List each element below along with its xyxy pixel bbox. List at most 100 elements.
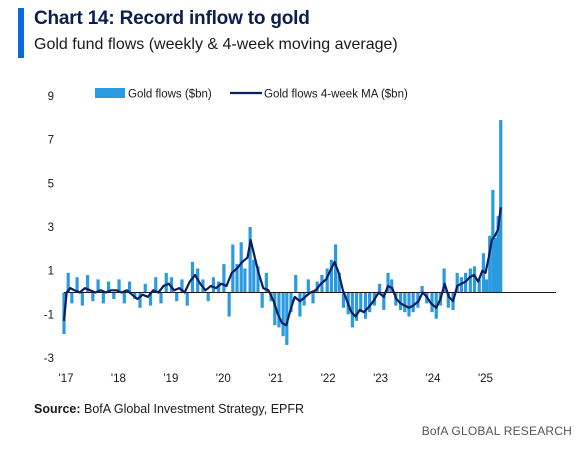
bar-58 [337, 272, 341, 293]
bar-31 [222, 264, 226, 293]
y-tick-label-1: -1 [44, 309, 54, 321]
chart-title: Chart 14: Record inflow to gold [34, 8, 310, 29]
bar-49 [298, 292, 302, 317]
chart-subtitle: Gold fund flows (weekly & 4-week moving … [34, 36, 398, 53]
bars-layer [62, 120, 503, 345]
title-accent-bar [18, 8, 24, 58]
bar-28 [206, 292, 210, 302]
x-tick-label-3: '20 [216, 373, 231, 385]
bar-44 [277, 292, 281, 328]
bar-15 [138, 292, 142, 308]
bar-67 [378, 283, 382, 293]
bar-63 [359, 292, 363, 313]
bar-45 [281, 292, 285, 337]
bar-33 [231, 244, 235, 293]
bar-56 [329, 259, 333, 293]
series-line-ma [62, 207, 502, 327]
y-tick-label-2: 1 [48, 266, 54, 278]
y-tick-label-6: 9 [48, 91, 54, 103]
bar-69 [386, 272, 390, 293]
source-text: BofA Global Investment Strategy, EPFR [80, 402, 305, 416]
x-tick-label-2: '19 [163, 373, 178, 385]
bar-64 [363, 292, 368, 319]
bar-39 [256, 266, 260, 293]
bar-52 [311, 292, 315, 304]
bar-22 [175, 292, 179, 302]
bar-70 [390, 279, 394, 293]
source-label: Source: [34, 402, 81, 416]
y-tick-label-5: 7 [48, 135, 54, 147]
bar-85 [455, 272, 459, 293]
bar-77 [420, 285, 424, 293]
bar-59 [341, 292, 346, 308]
bar-96 [496, 216, 500, 293]
bar-20 [164, 272, 168, 293]
bar-6 [91, 292, 95, 302]
x-tick-labels: '17 '18 '19 '20 '21 '22 '23 '24 '25 [59, 373, 493, 385]
bar-51 [306, 279, 310, 293]
bar-43 [273, 292, 277, 326]
bar-92 [484, 279, 489, 293]
bar-34 [235, 264, 239, 293]
legend: Gold flows ($bn) Gold flows 4-week MA ($… [95, 88, 408, 101]
bar-9 [106, 281, 111, 293]
bar-93 [488, 235, 492, 293]
y-tick-label-0: -3 [44, 353, 54, 365]
bar-11 [117, 279, 121, 293]
bar-19 [159, 292, 163, 304]
bar-68 [382, 292, 386, 310]
bar-10 [112, 292, 116, 300]
bar-29 [211, 277, 216, 293]
bar-23 [180, 279, 184, 293]
bar-79 [430, 292, 434, 313]
bar-75 [411, 292, 415, 313]
x-tick-label-8: '25 [478, 373, 493, 385]
bar-21 [169, 277, 174, 293]
bar-18 [154, 277, 158, 293]
bar-82 [442, 268, 446, 293]
bar-38 [252, 259, 256, 293]
bar-90 [477, 279, 481, 293]
bar-89 [472, 266, 477, 293]
bar-55 [325, 268, 329, 293]
y-tick-labels: -3 -1 1 3 5 7 9 [44, 91, 54, 365]
bar-36 [243, 268, 247, 293]
bar-17 [148, 292, 153, 306]
bar-41 [264, 272, 268, 293]
source-note: Source: BofA Global Investment Strategy,… [34, 402, 304, 416]
bar-88 [468, 268, 472, 293]
bar-46 [285, 292, 289, 345]
bar-1 [66, 272, 70, 293]
bar-83 [446, 292, 450, 308]
brand-footer: BofA GLOBAL RESEARCH [421, 424, 572, 438]
bar-73 [403, 292, 407, 313]
legend-swatch-bars [95, 88, 125, 98]
bar-40 [260, 292, 264, 308]
bar-61 [350, 292, 354, 328]
bar-2 [70, 292, 74, 304]
bar-72 [399, 292, 403, 310]
bar-7 [96, 279, 100, 293]
y-tick-label-4: 5 [48, 178, 54, 190]
bar-12 [122, 292, 126, 304]
x-tick-label-4: '21 [268, 373, 283, 385]
bar-8 [101, 292, 105, 304]
x-tick-label-6: '23 [373, 373, 388, 385]
x-tick-label-0: '17 [59, 373, 74, 385]
bar-65 [368, 292, 372, 313]
bar-5 [85, 275, 90, 293]
bar-37 [248, 227, 252, 293]
bar-4 [80, 292, 84, 306]
bar-62 [354, 292, 359, 321]
bar-95 [493, 237, 498, 293]
bar-16 [143, 283, 147, 293]
bar-97 [499, 120, 503, 293]
bar-91 [481, 253, 486, 293]
x-tick-label-7: '24 [426, 373, 442, 385]
x-tick-label-5: '22 [321, 373, 336, 385]
y-tick-label-3: 3 [48, 222, 54, 234]
bar-3 [75, 277, 79, 293]
x-tick-label-1: '18 [111, 373, 126, 385]
bar-48 [294, 275, 298, 293]
